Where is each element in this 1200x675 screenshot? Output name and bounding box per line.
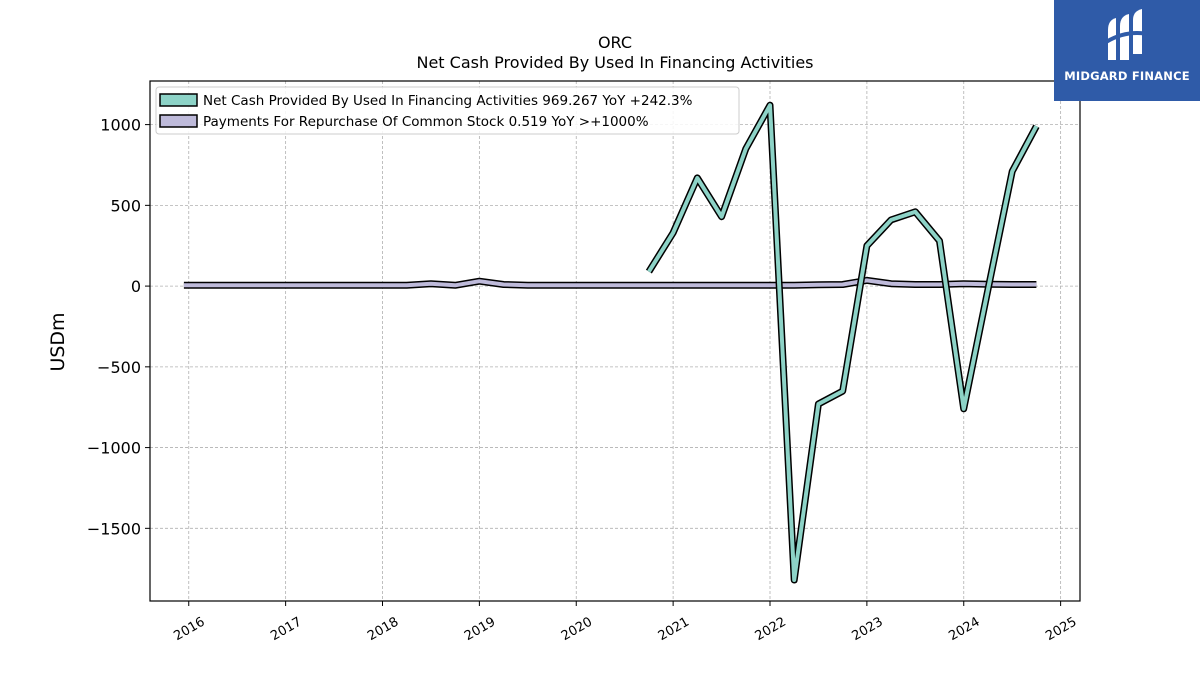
x-tick-label: 2020	[559, 615, 595, 645]
x-tick-label: 2017	[268, 615, 304, 645]
x-tick-label: 2024	[946, 615, 982, 645]
legend-swatch-repurchase	[159, 114, 198, 128]
y-tick-label: −1000	[87, 439, 141, 458]
series-stroke	[183, 278, 1037, 288]
x-tick-label: 2016	[171, 615, 207, 645]
x-tick-label: 2022	[753, 615, 789, 645]
y-tick-label: 500	[110, 196, 141, 215]
chart-subtitle: Net Cash Provided By Used In Financing A…	[416, 53, 813, 72]
legend-swatch-net-cash	[159, 93, 198, 107]
brand-logo: MIDGARD FINANCE	[1054, 0, 1200, 101]
plot-frame	[149, 80, 1081, 602]
x-tick-label: 2023	[850, 615, 886, 645]
series-layer	[183, 101, 1040, 584]
y-axis-label: USDm	[47, 312, 69, 371]
x-tick-label: 2018	[365, 615, 401, 645]
legend-label-net-cash: Net Cash Provided By Used In Financing A…	[203, 93, 693, 109]
grid	[150, 81, 1080, 601]
series-stroke	[647, 103, 1039, 582]
legend-box	[155, 86, 740, 135]
legend-label-repurchase: Payments For Repurchase Of Common Stock …	[203, 114, 649, 130]
y-tick-label: −500	[97, 358, 141, 377]
logo-text: MIDGARD FINANCE	[1064, 69, 1190, 83]
x-tick-label: 2019	[462, 615, 498, 645]
logo-mark-icon	[1104, 9, 1149, 60]
chart-title: ORC	[598, 33, 632, 52]
x-tick-label: 2021	[656, 615, 692, 645]
y-tick-label: −1500	[87, 519, 141, 538]
tick-layer: −1500 −1000 −500 0 500 1000 2016 2017 2018 2019 20…	[87, 116, 1080, 644]
x-tick-label: 2025	[1043, 615, 1079, 645]
series-line-0	[645, 101, 1040, 584]
legend: Net Cash Provided By Used In Financing A…	[155, 86, 740, 135]
series-line-1	[183, 276, 1037, 289]
y-tick-label: 0	[131, 277, 141, 296]
y-tick-label: 1000	[100, 116, 141, 135]
